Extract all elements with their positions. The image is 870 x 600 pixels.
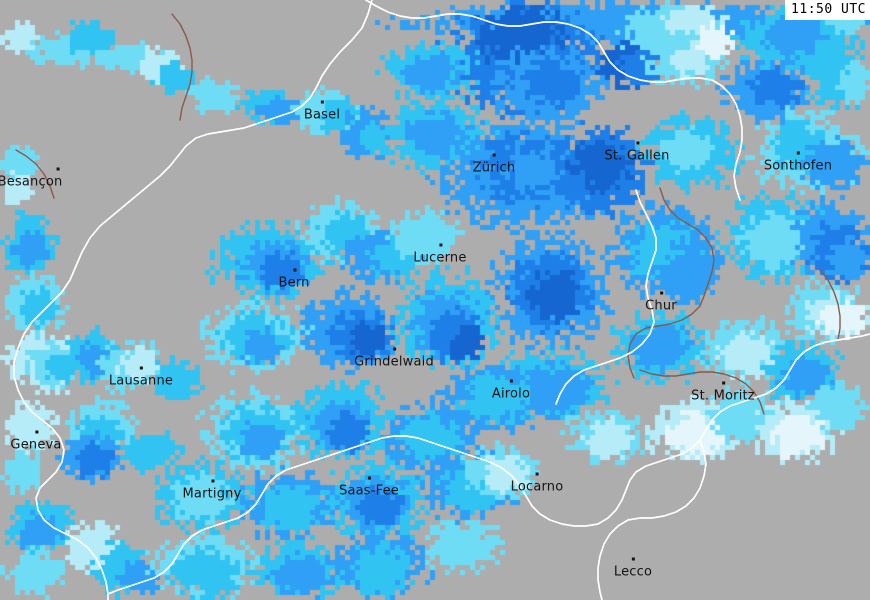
city-marker-dot-icon <box>211 479 214 483</box>
city-name: Lecco <box>613 564 653 580</box>
timestamp-label: 11:50 UTC <box>785 0 870 20</box>
city-name: Locarno <box>510 479 564 495</box>
city-label-st-moritz[interactable]: St. Moritz <box>691 381 755 404</box>
city-name: Lausanne <box>108 373 174 389</box>
city-label-geneva[interactable]: Geneva <box>10 430 62 453</box>
city-marker-dot-icon <box>796 151 800 155</box>
city-marker-dot-icon <box>367 476 371 480</box>
city-marker-dot-icon <box>321 100 324 104</box>
city-label-martigny[interactable]: Martigny <box>182 479 242 502</box>
city-name: Sonthofen <box>763 158 833 174</box>
city-name: Bern <box>278 275 310 291</box>
city-name: Saas-Fee <box>338 483 400 499</box>
city-marker-dot-icon <box>631 557 635 561</box>
city-name: Zürich <box>472 160 516 176</box>
city-marker-dot-icon <box>659 291 663 295</box>
city-marker-dot-icon <box>636 141 639 145</box>
city-name: Chur <box>645 298 677 314</box>
city-label-lecco[interactable]: Lecco <box>613 557 653 580</box>
city-marker-dot-icon <box>292 268 296 272</box>
city-marker-dot-icon <box>57 167 60 171</box>
city-marker-dot-icon <box>509 379 513 383</box>
city-name: Basel <box>303 107 341 123</box>
city-name: Lucerne <box>413 250 467 266</box>
city-label-z-rich[interactable]: Zürich <box>472 153 516 176</box>
city-name: Geneva <box>10 437 62 453</box>
city-label-lucerne[interactable]: Lucerne <box>413 243 467 266</box>
city-name: Airolo <box>491 386 531 402</box>
city-label-lausanne[interactable]: Lausanne <box>108 366 174 389</box>
city-marker-dot-icon <box>721 381 725 385</box>
city-name: St. Moritz <box>691 388 755 404</box>
city-marker-dot-icon <box>439 243 442 247</box>
city-name: St. Gallen <box>604 148 670 164</box>
city-label-chur[interactable]: Chur <box>645 291 677 314</box>
city-label-locarno[interactable]: Locarno <box>510 472 564 495</box>
city-marker-dot-icon <box>34 430 38 434</box>
city-marker-dot-icon <box>139 366 143 370</box>
city-label-besan-on[interactable]: Besançon <box>0 167 63 190</box>
city-marker-dot-icon <box>392 347 396 351</box>
city-name: Grindelwald <box>354 354 434 370</box>
city-label-airolo[interactable]: Airolo <box>491 379 531 402</box>
city-name: Martigny <box>182 486 242 502</box>
city-marker-dot-icon <box>492 153 496 157</box>
city-label-bern[interactable]: Bern <box>278 268 310 291</box>
city-label-saas-fee[interactable]: Saas-Fee <box>338 476 400 499</box>
city-marker-dot-icon <box>535 472 539 476</box>
city-label-st-gallen[interactable]: St. Gallen <box>604 141 670 164</box>
city-label-grindelwald[interactable]: Grindelwald <box>354 347 434 370</box>
city-name: Besançon <box>0 174 63 190</box>
city-label-basel[interactable]: Basel <box>303 100 341 123</box>
city-label-sonthofen[interactable]: Sonthofen <box>763 151 833 174</box>
